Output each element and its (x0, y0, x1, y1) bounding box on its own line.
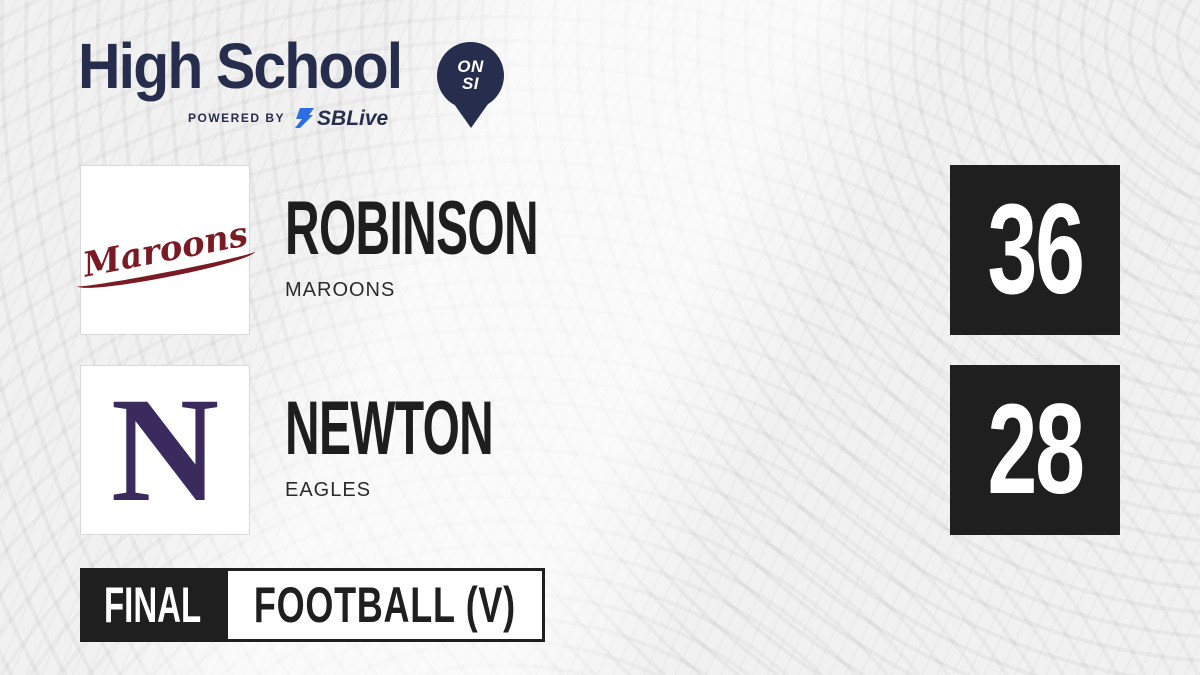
newton-score-box: 28 (950, 365, 1120, 535)
sport-segment: FOOTBALL (V) (225, 568, 545, 642)
newton-logo: N (80, 365, 250, 535)
pin-text-on: ON (457, 57, 484, 77)
final-segment: FINAL (80, 568, 225, 642)
robinson-score-box: 36 (950, 165, 1120, 335)
team-name-robinson: ROBINSON (285, 186, 539, 271)
pin-text-si: SI (461, 73, 480, 93)
maroons-script-logo-text: Maroons (79, 214, 251, 286)
team-mascot-maroons: MAROONS (285, 279, 396, 301)
newton-info: NEWTON EAGLES (285, 391, 615, 502)
sport-label: FOOTBALL (V) (254, 577, 516, 633)
on-si-pin-icon: ON SI (437, 42, 504, 109)
sblive-wordmark: SBLive (317, 106, 389, 130)
final-label: FINAL (103, 577, 202, 633)
powered-by-label: POWERED BY (188, 111, 286, 125)
highschool-wordmark: High School (78, 30, 403, 102)
newton-score: 28 (987, 378, 1085, 521)
newton-block-n-logo-text: N (110, 367, 220, 533)
sblive-logo: SBLive (294, 108, 388, 129)
sblive-bolt-icon (295, 108, 315, 128)
robinson-logo: Maroons (79, 165, 251, 335)
team-row-newton: N NEWTON EAGLES 28 (80, 365, 1120, 535)
robinson-info: ROBINSON MAROONS (285, 191, 687, 302)
game-status-badge: FINAL FOOTBALL (V) (80, 568, 545, 642)
powered-by-row: POWERED BY SBLive (188, 107, 388, 129)
team-row-robinson: Maroons ROBINSON MAROONS 36 (79, 165, 1120, 335)
robinson-score: 36 (987, 178, 1085, 321)
team-mascot-eagles: EAGLES (285, 479, 372, 501)
team-name-newton: NEWTON (285, 386, 494, 471)
